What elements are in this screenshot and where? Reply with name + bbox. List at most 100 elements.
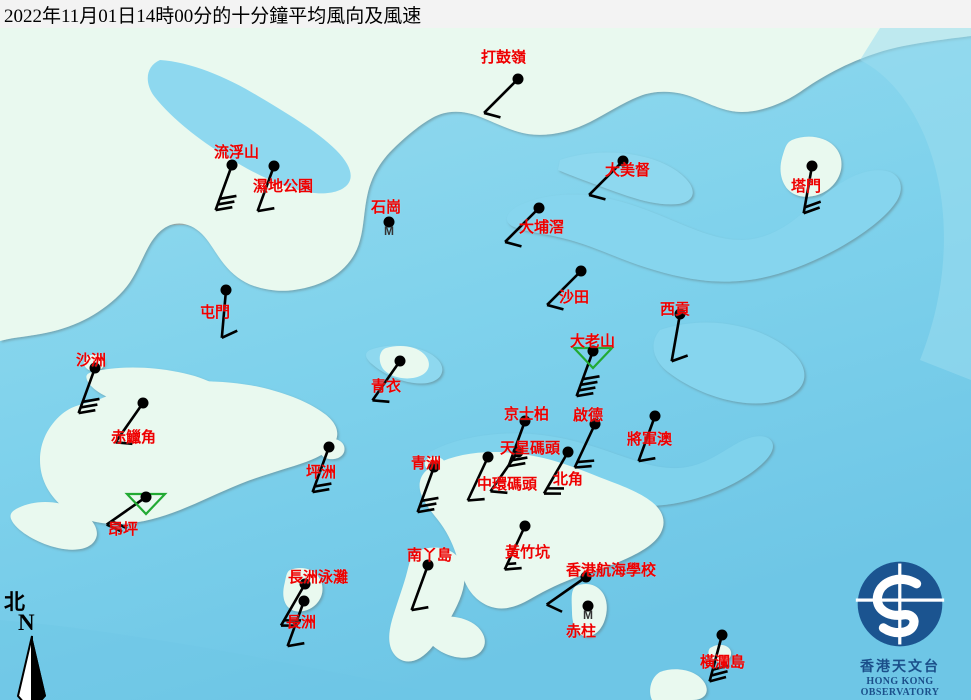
barb-full-feather xyxy=(411,605,429,612)
barb-full-feather xyxy=(582,375,600,381)
station-label: 長洲泳灘 xyxy=(288,568,349,586)
wind-barb-7 xyxy=(220,284,238,339)
station-dot xyxy=(575,265,587,277)
barb-staff xyxy=(802,165,814,214)
wind-barb-12 xyxy=(571,345,615,398)
wind-barb-21 xyxy=(542,446,574,495)
water-victoria-harbour xyxy=(424,433,773,507)
barb-staff xyxy=(504,207,540,243)
water-deep-bay xyxy=(147,60,351,194)
station-label: 濕地公園 xyxy=(253,177,314,195)
barb-staff xyxy=(416,466,436,513)
station-dot xyxy=(220,284,232,296)
barb-staff xyxy=(105,495,147,526)
barb-staff xyxy=(670,313,682,362)
station-dot xyxy=(806,160,818,172)
barb-full-feather xyxy=(504,240,522,248)
station-dot xyxy=(383,216,395,228)
barb-staff xyxy=(214,164,234,211)
water-port-shelter xyxy=(653,322,805,404)
station-dot xyxy=(589,418,601,430)
station-label: 塔門 xyxy=(791,177,822,195)
barb-full-feather xyxy=(671,354,689,363)
station-label: 香港航海學校 xyxy=(566,561,657,579)
wind-barb-22 xyxy=(637,410,661,463)
station-dot xyxy=(587,345,599,357)
wind-barb-13 xyxy=(371,355,406,404)
station-dot xyxy=(512,446,524,458)
barb-staff xyxy=(546,270,582,306)
station-label: 赤柱 xyxy=(566,622,597,640)
barb-full-feather xyxy=(709,675,727,683)
barb-full-feather xyxy=(417,507,435,514)
station-label: 青洲 xyxy=(411,454,442,472)
barb-full-feather xyxy=(546,603,563,613)
barb-staff xyxy=(311,446,331,493)
barb-staff xyxy=(573,423,597,469)
barb-staff xyxy=(483,78,519,114)
station-label: 沙洲 xyxy=(76,351,107,369)
station-dot xyxy=(394,355,406,367)
compass-needle-icon xyxy=(16,635,46,700)
station-label: 大老山 xyxy=(570,332,616,350)
station-label: 啟德 xyxy=(573,406,604,424)
wind-barb-28 xyxy=(286,595,310,648)
barb-full-feather xyxy=(106,523,123,533)
station-label: 流浮山 xyxy=(214,143,260,161)
page-title: 2022年11月01日14時00分的十分鐘平均風向及風速 xyxy=(4,5,422,27)
barb-staff xyxy=(503,525,527,571)
wind-barb-layer xyxy=(77,73,822,683)
barb-full-feather xyxy=(111,519,128,530)
station-label: 將軍澳 xyxy=(627,430,673,448)
station-dot xyxy=(428,461,440,473)
barb-staff xyxy=(637,415,657,462)
station-dot xyxy=(649,410,661,422)
station-label: 屯門 xyxy=(200,303,231,321)
barb-full-feather xyxy=(577,459,595,464)
barb-full-feather xyxy=(215,205,233,212)
station-label: 橫瀾島 xyxy=(700,653,746,671)
barb-staff xyxy=(507,420,527,467)
land-lamma-south xyxy=(423,616,485,658)
station-dot xyxy=(482,451,494,463)
compass-label-en: N xyxy=(18,610,35,635)
barb-full-feather xyxy=(314,482,332,488)
station-dot xyxy=(519,415,531,427)
barb-full-feather xyxy=(483,111,501,119)
station-dot xyxy=(299,578,311,590)
barb-full-feather xyxy=(710,669,728,677)
missing-data-marker: M xyxy=(583,608,593,622)
missing-data-marker: M xyxy=(384,224,394,238)
station-dot xyxy=(562,446,574,458)
wind-barb-6 xyxy=(802,160,822,215)
station-label: 沙田 xyxy=(559,288,590,306)
land-chek-lap-kok xyxy=(86,367,230,416)
wind-barb-9 xyxy=(114,397,149,446)
station-dot xyxy=(140,491,152,503)
station-dot xyxy=(512,73,524,85)
barb-full-feather xyxy=(578,386,596,392)
station-label: 昂坪 xyxy=(108,520,139,538)
wind-barb-1 xyxy=(214,159,238,212)
barb-full-feather xyxy=(712,664,730,672)
barb-staff xyxy=(542,451,570,495)
barb-staff xyxy=(588,160,624,196)
barb-full-feather xyxy=(588,193,606,201)
wind-barb-18 xyxy=(573,418,601,469)
wind-barb-11 xyxy=(670,308,689,363)
station-label: 長洲 xyxy=(286,613,317,631)
station-dot xyxy=(422,559,434,571)
wind-barb-0 xyxy=(483,73,524,119)
station-label: 北角 xyxy=(553,470,584,488)
barb-full-feather xyxy=(372,399,390,404)
land-lantau-island xyxy=(40,381,338,524)
barb-full-feather xyxy=(576,391,594,398)
station-label: 天星碼頭 xyxy=(500,439,561,457)
land-po-toi xyxy=(650,669,707,700)
barb-full-feather xyxy=(78,408,96,415)
barb-full-feather xyxy=(508,461,526,468)
compass-rose: 北 N xyxy=(4,591,60,700)
hko-emblem-icon xyxy=(855,561,945,647)
barb-staff xyxy=(286,600,306,647)
